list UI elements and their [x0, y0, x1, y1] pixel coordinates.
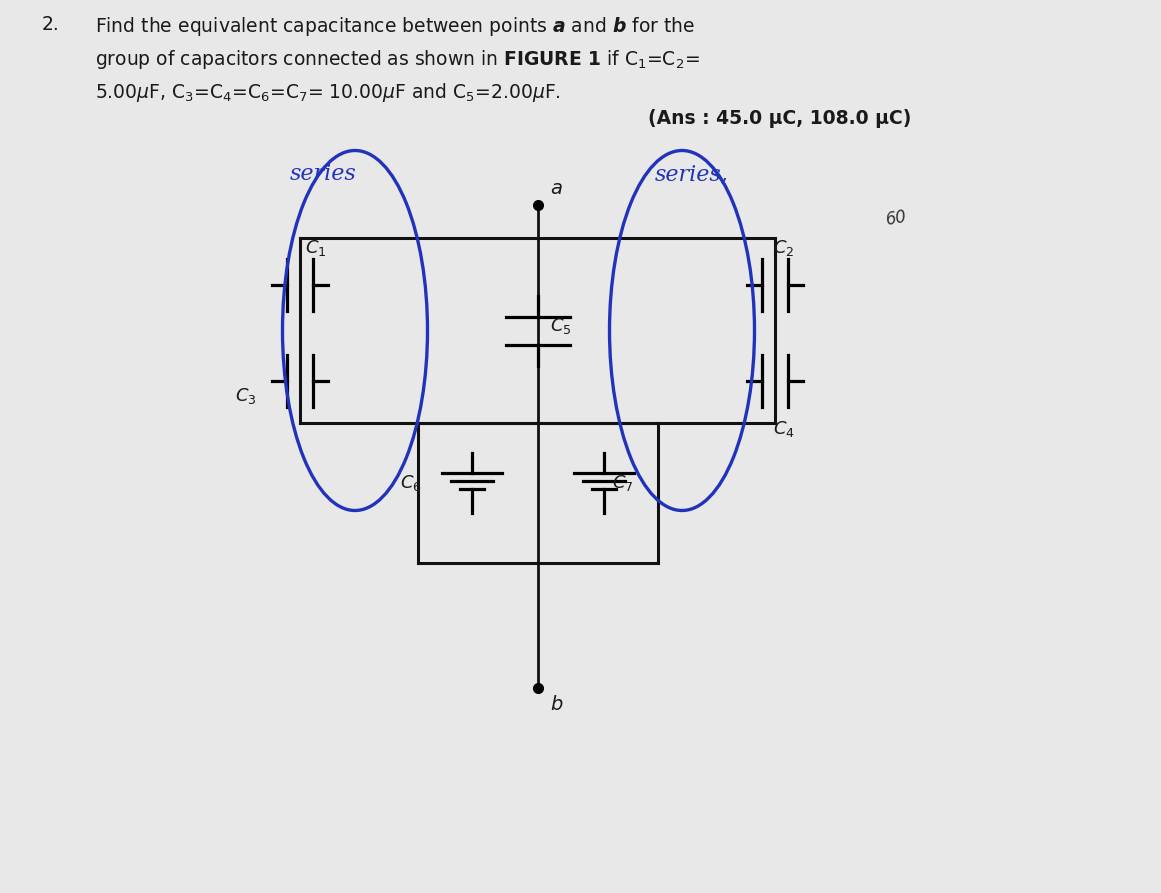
Text: series: series	[290, 163, 356, 185]
Text: group of capacitors connected as shown in $\mathbf{FIGURE\ 1}$ if C$_1$=C$_2$=: group of capacitors connected as shown i…	[95, 48, 700, 71]
Text: $C_5$: $C_5$	[550, 316, 571, 337]
Text: $C_1$: $C_1$	[305, 238, 326, 258]
Text: $C_7$: $C_7$	[612, 473, 634, 493]
Text: 60: 60	[885, 208, 909, 230]
Text: (Ans : 45.0 μC, 108.0 μC): (Ans : 45.0 μC, 108.0 μC)	[648, 109, 911, 128]
Text: 2.: 2.	[42, 15, 59, 34]
Text: $b$: $b$	[550, 695, 563, 714]
Text: series,: series,	[655, 163, 729, 185]
Text: $C_6$: $C_6$	[401, 473, 421, 493]
Text: Find the equivalent capacitance between points $\boldsymbol{a}$ and $\boldsymbol: Find the equivalent capacitance between …	[95, 15, 695, 38]
Text: $a$: $a$	[550, 179, 563, 198]
Text: $C_3$: $C_3$	[235, 386, 257, 406]
Text: $C_2$: $C_2$	[773, 238, 794, 258]
Text: 5.00$\mu$F, C$_3$=C$_4$=C$_6$=C$_7$= 10.00$\mu$F and C$_5$=2.00$\mu$F.: 5.00$\mu$F, C$_3$=C$_4$=C$_6$=C$_7$= 10.…	[95, 81, 561, 104]
Text: $C_4$: $C_4$	[773, 419, 795, 439]
